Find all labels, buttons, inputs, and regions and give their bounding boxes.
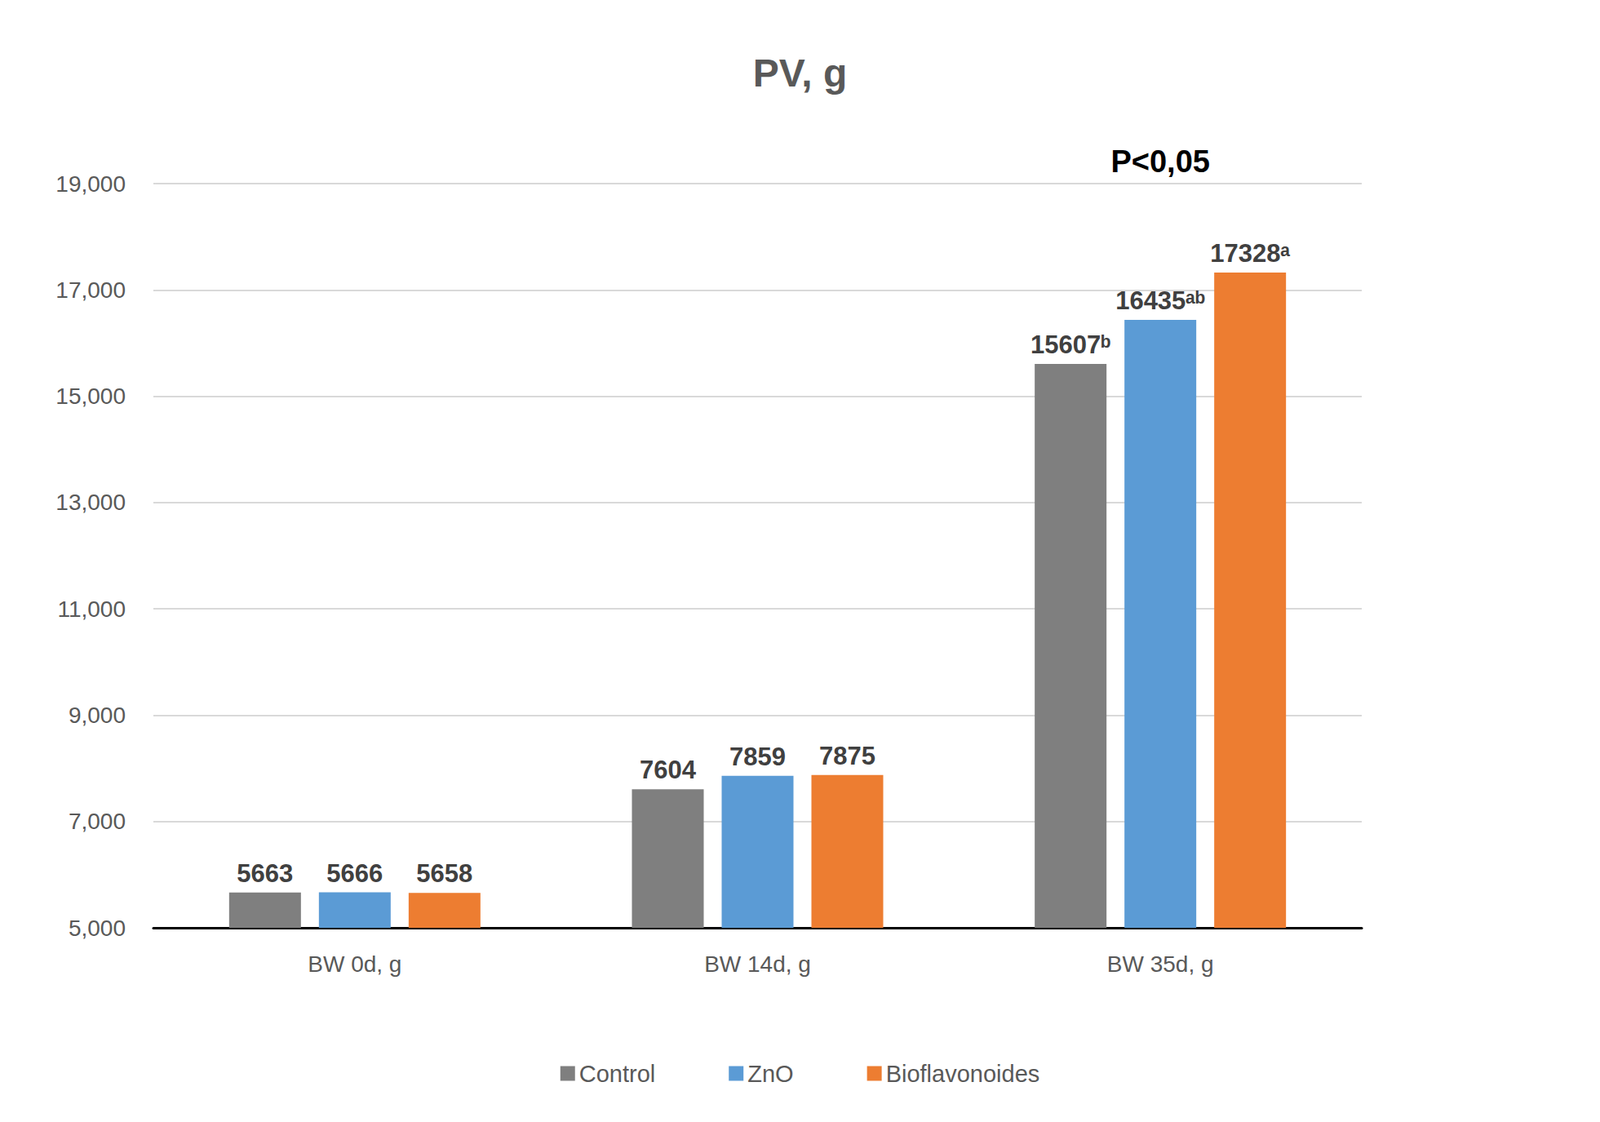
- svg-text:Control: Control: [579, 1060, 656, 1087]
- svg-text:P<0,05: P<0,05: [1110, 144, 1210, 179]
- svg-text:7604: 7604: [639, 755, 697, 785]
- svg-text:5658: 5658: [416, 859, 473, 888]
- svg-text:BW 14d, g: BW 14d, g: [704, 951, 812, 977]
- svg-text:15,000: 15,000: [55, 383, 126, 409]
- svg-text:5663: 5663: [236, 859, 293, 888]
- svg-text:BW 0d, g: BW 0d, g: [307, 951, 402, 977]
- svg-text:7,000: 7,000: [68, 808, 126, 834]
- svg-text:17,000: 17,000: [55, 277, 126, 303]
- svg-text:11,000: 11,000: [57, 596, 126, 622]
- svg-text:Bioflavonoides: Bioflavonoides: [886, 1060, 1041, 1087]
- svg-text:BW 35d, g: BW 35d, g: [1107, 951, 1215, 977]
- svg-text:16435ᵃᵇ: 16435ᵃᵇ: [1115, 286, 1206, 315]
- svg-text:PV, g: PV, g: [753, 51, 848, 95]
- svg-text:5666: 5666: [326, 859, 383, 888]
- svg-text:9,000: 9,000: [68, 702, 126, 728]
- svg-text:13,000: 13,000: [55, 489, 126, 515]
- svg-text:7875: 7875: [819, 741, 876, 771]
- svg-text:ZnO: ZnO: [747, 1060, 794, 1087]
- svg-text:19,000: 19,000: [55, 171, 126, 197]
- svg-text:17328ᵃ: 17328ᵃ: [1209, 239, 1290, 268]
- svg-text:15607ᵇ: 15607ᵇ: [1030, 330, 1111, 360]
- svg-text:7859: 7859: [729, 742, 786, 772]
- svg-text:5,000: 5,000: [68, 915, 126, 941]
